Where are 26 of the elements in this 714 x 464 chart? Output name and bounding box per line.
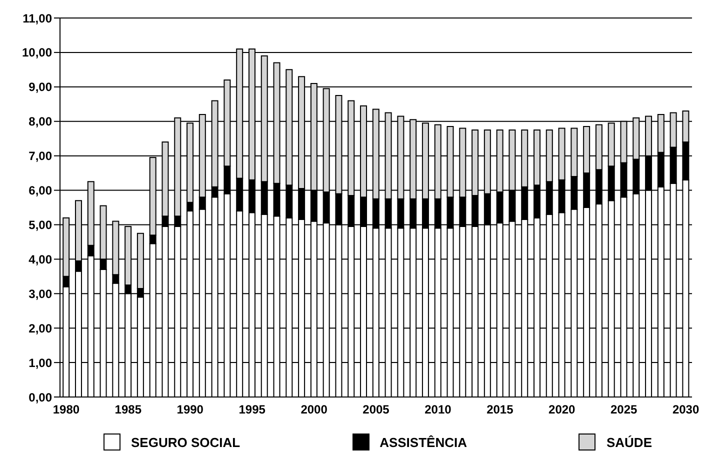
y-tick-label: 11,00 bbox=[22, 11, 52, 26]
legend-label: ASSISTÊNCIA bbox=[380, 434, 467, 450]
x-tick-label: 1990 bbox=[176, 402, 204, 417]
x-tick-label: 2005 bbox=[362, 402, 390, 417]
x-tick-label: 2020 bbox=[548, 402, 576, 417]
y-tick-label: 2,00 bbox=[28, 321, 52, 336]
x-tick-label: 2010 bbox=[424, 402, 452, 417]
x-tick-label: 2025 bbox=[610, 402, 638, 417]
x-tick-label: 1980 bbox=[52, 402, 80, 417]
x-tick-label: 1995 bbox=[238, 402, 266, 417]
y-tick-label: 10,00 bbox=[22, 46, 52, 60]
y-tick-label: 0,00 bbox=[28, 390, 52, 404]
legend-label: SAÚDE bbox=[606, 434, 652, 450]
x-tick-label: 2000 bbox=[300, 402, 328, 417]
y-tick-label: 8,00 bbox=[28, 114, 52, 129]
x-tick-label: 1985 bbox=[114, 402, 142, 417]
y-tick-label: 1,00 bbox=[28, 356, 52, 370]
y-tick-label: 4,00 bbox=[28, 252, 52, 266]
y-tick-label: 6,00 bbox=[28, 184, 52, 198]
y-tick-label: 3,00 bbox=[28, 286, 52, 301]
legend-label: SEGURO SOCIAL bbox=[131, 434, 240, 450]
y-tick-label: 9,00 bbox=[28, 80, 52, 94]
y-tick-label: 5,00 bbox=[28, 218, 52, 232]
x-tick-label: 2015 bbox=[486, 402, 514, 417]
y-tick-label: 7,00 bbox=[28, 149, 52, 164]
x-tick-label: 2030 bbox=[672, 402, 700, 417]
